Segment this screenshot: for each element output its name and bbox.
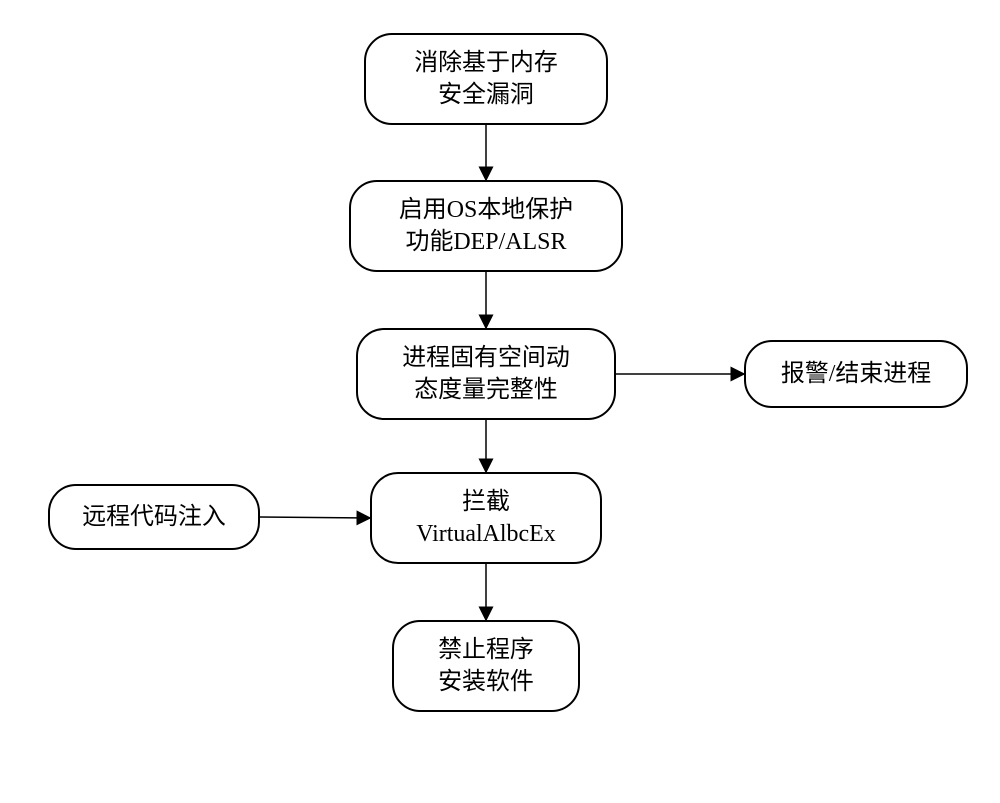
node-block-install: 禁止程序 安装软件 [392,620,580,712]
node-alert-terminate: 报警/结束进程 [744,340,968,408]
node-enable-os-protection: 启用OS本地保护 功能DEP/ALSR [349,180,623,272]
node-process-integrity: 进程固有空间动 态度量完整性 [356,328,616,420]
node-eliminate-memory-vuln: 消除基于内存 安全漏洞 [364,33,608,125]
node-intercept-virtualalloc: 拦截 VirtualAlbcEx [370,472,602,564]
node-remote-code-injection: 远程代码注入 [48,484,260,550]
